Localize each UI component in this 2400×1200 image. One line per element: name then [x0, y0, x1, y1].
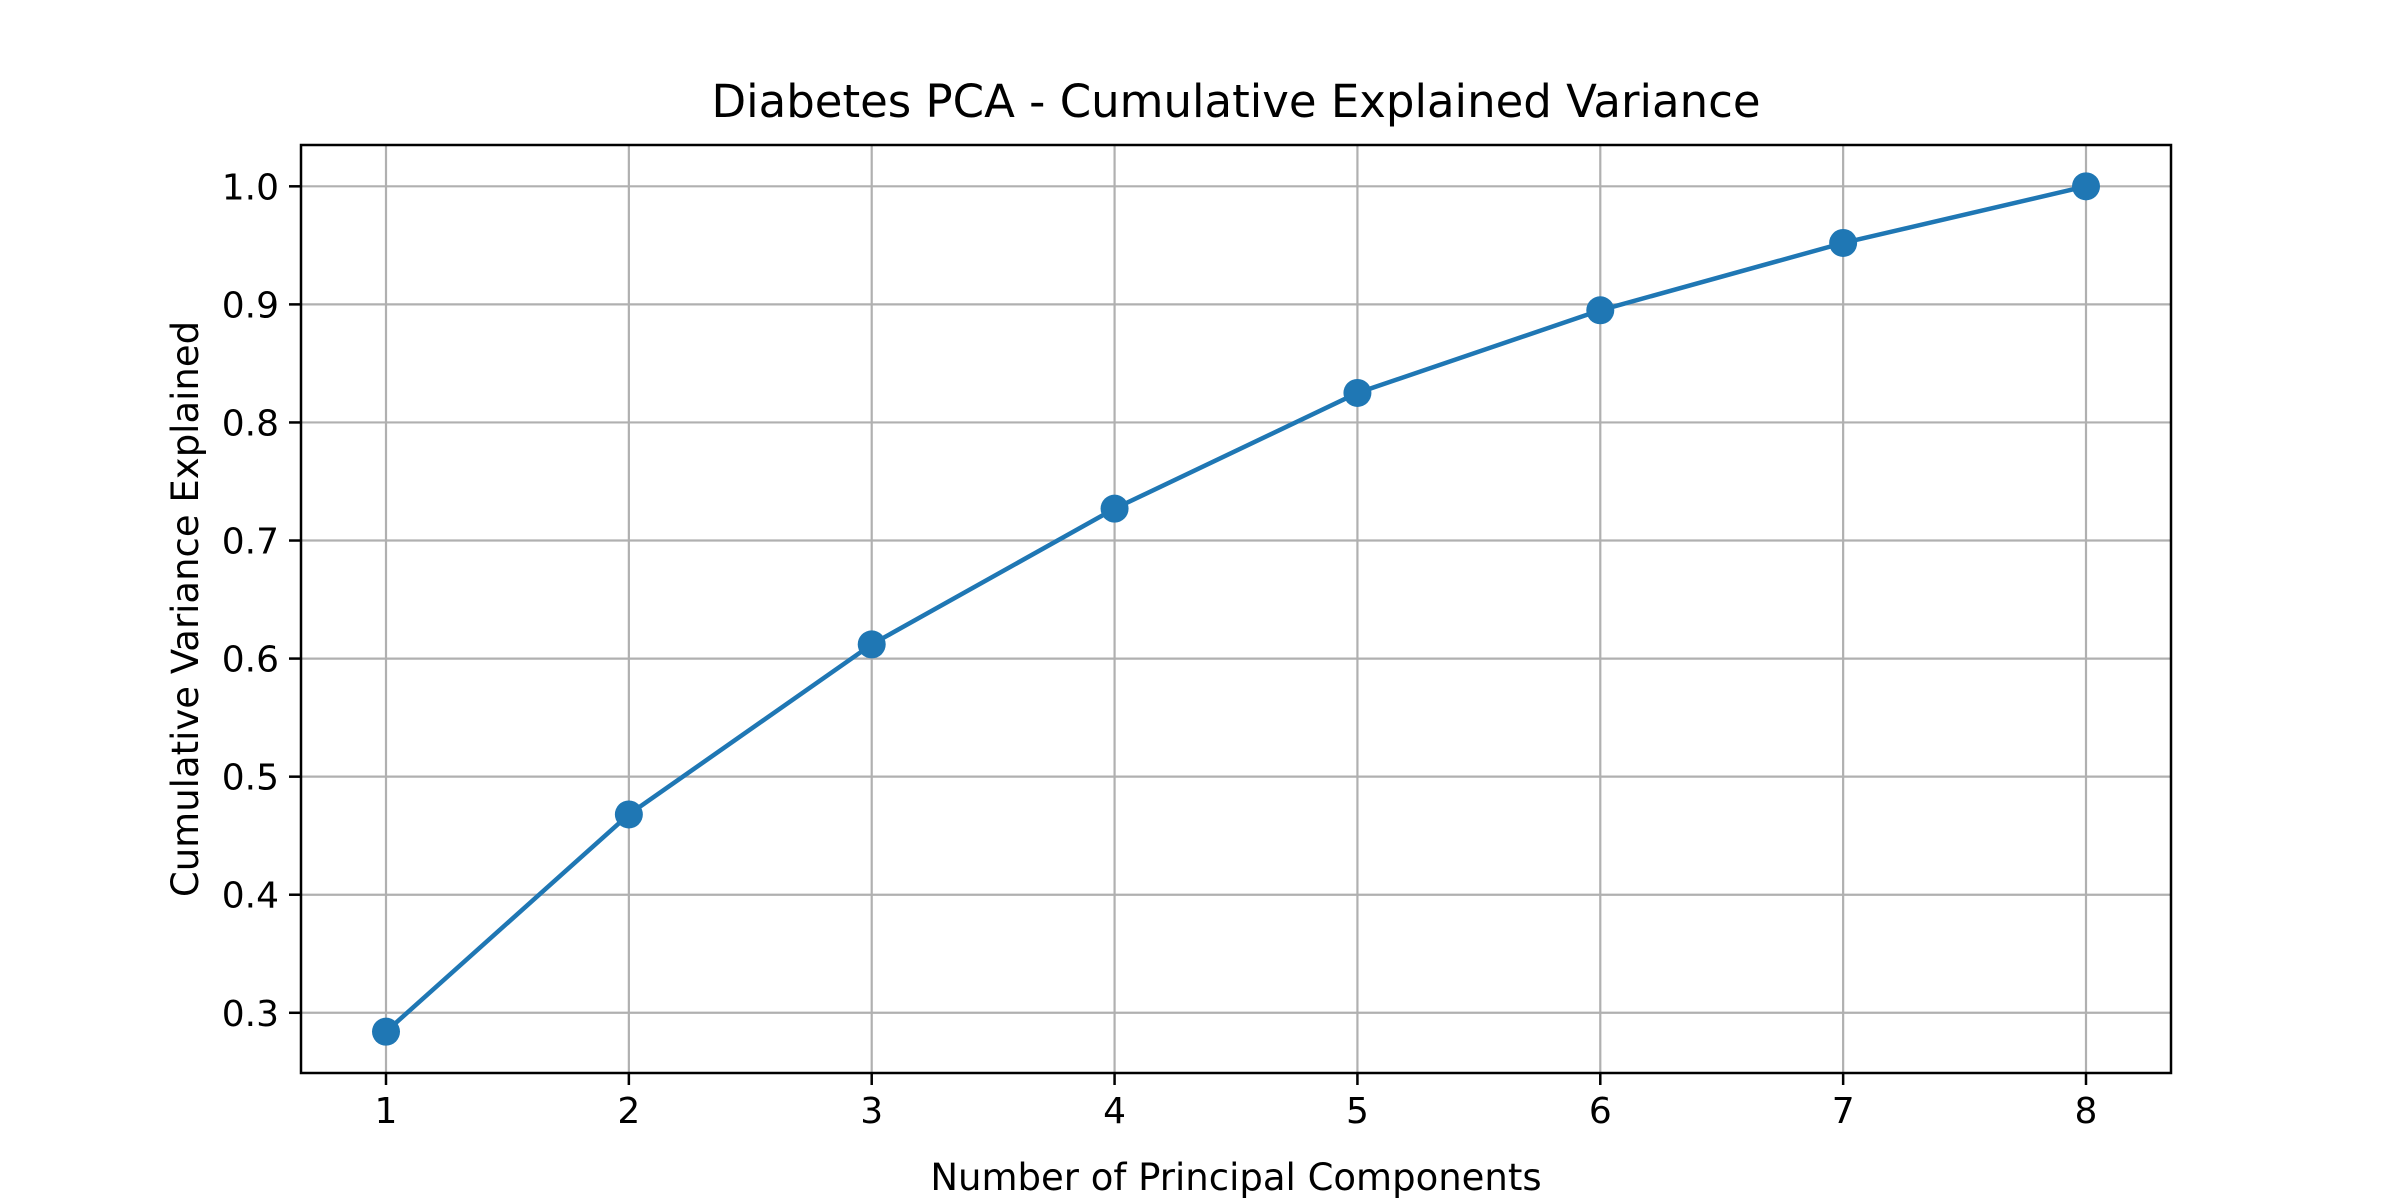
- x-axis-label: Number of Principal Components: [930, 1156, 1541, 1199]
- data-point-marker: [1586, 296, 1615, 325]
- y-tick-label: 0.8: [222, 403, 279, 444]
- data-point-marker: [2072, 172, 2100, 201]
- y-tick-label: 0.9: [222, 285, 279, 326]
- y-tick-label: 0.6: [222, 640, 279, 681]
- plot-area-frame: [299, 143, 2173, 1075]
- y-tick-label: 1.0: [222, 167, 279, 208]
- y-tick-label: 0.3: [222, 994, 279, 1035]
- y-tick-label: 0.7: [222, 522, 279, 563]
- x-tick-label: 6: [1589, 1091, 1612, 1132]
- chart-title: Diabetes PCA - Cumulative Explained Vari…: [711, 75, 1760, 128]
- x-axis: 1 2 3 4 5 6 7 8: [375, 1073, 2098, 1132]
- x-tick-label: 1: [375, 1091, 398, 1132]
- x-tick-label: 3: [860, 1091, 883, 1132]
- y-tick-label: 0.5: [222, 758, 279, 799]
- data-point-marker: [372, 1017, 400, 1046]
- data-point-marker: [1100, 494, 1129, 523]
- data-series-line: [372, 172, 2100, 1046]
- x-tick-label: 8: [2075, 1091, 2098, 1132]
- series-line: [383, 184, 2089, 1034]
- y-axis: 0.3 0.4 0.5 0.6 0.7 0.8 0.9 1.0: [222, 167, 301, 1035]
- data-point-marker: [1829, 228, 1858, 257]
- x-tick-label: 7: [1832, 1091, 1855, 1132]
- x-tick-label: 5: [1346, 1091, 1369, 1132]
- x-tick-label: 2: [617, 1091, 640, 1132]
- data-point-marker: [1343, 378, 1372, 407]
- x-tick-label: 4: [1103, 1091, 1126, 1132]
- y-tick-label: 0.4: [222, 876, 279, 917]
- y-axis-label: Cumulative Variance Explained: [164, 321, 207, 897]
- data-point-marker: [614, 800, 643, 829]
- data-point-marker: [857, 630, 886, 659]
